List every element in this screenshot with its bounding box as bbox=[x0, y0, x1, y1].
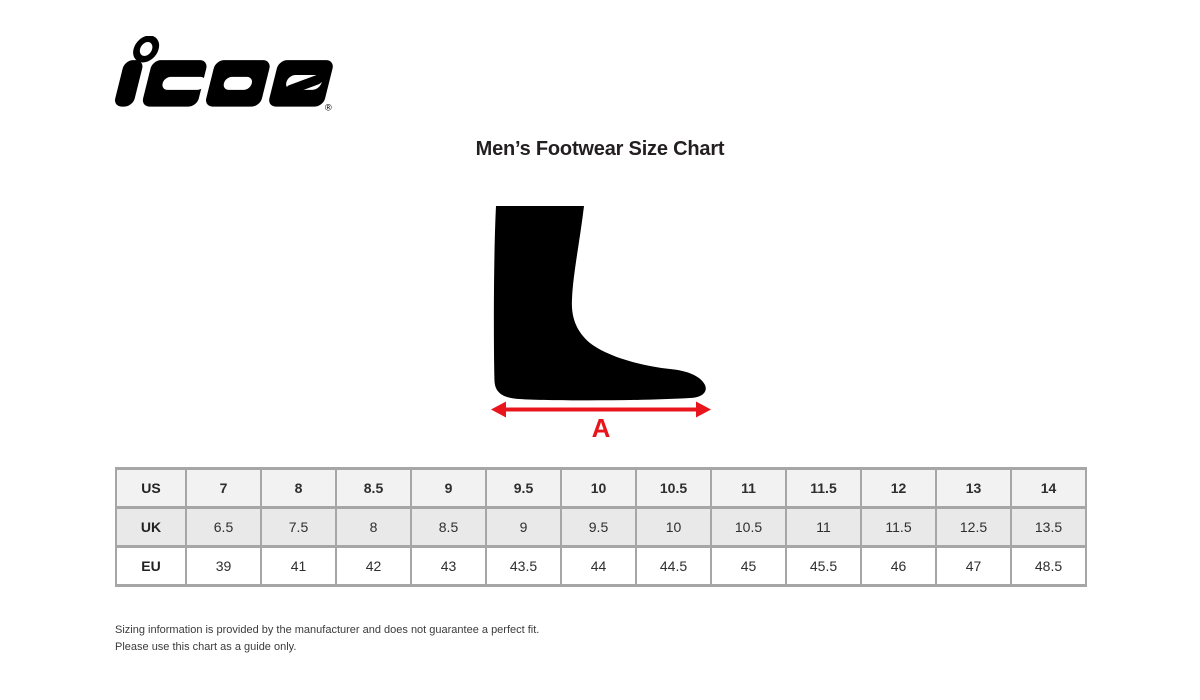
size-cell: 13 bbox=[935, 467, 1012, 509]
size-cell: 12 bbox=[860, 467, 937, 509]
table-row-us: US 7 8 8.5 9 9.5 10 10.5 11 11.5 12 13 14 bbox=[115, 467, 1087, 509]
size-table-body: US 7 8 8.5 9 9.5 10 10.5 11 11.5 12 13 14 UK 6.5 7.5 8 8.… bbox=[115, 467, 1087, 587]
size-cell: 48.5 bbox=[1010, 545, 1087, 587]
size-cell: 45.5 bbox=[785, 545, 862, 587]
size-cell: 11 bbox=[785, 506, 862, 548]
size-cell: 11.5 bbox=[860, 506, 937, 548]
size-cell: 12.5 bbox=[935, 506, 1012, 548]
size-cell: 46 bbox=[860, 545, 937, 587]
size-cell: 13.5 bbox=[1010, 506, 1087, 548]
row-header-us: US bbox=[115, 467, 187, 509]
row-header-eu: EU bbox=[115, 545, 187, 587]
size-cell: 43.5 bbox=[485, 545, 562, 587]
size-table: US 7 8 8.5 9 9.5 10 10.5 11 11.5 12 13 14 UK 6.5 7.5 8 8.… bbox=[115, 467, 1087, 587]
size-cell: 14 bbox=[1010, 467, 1087, 509]
size-cell: 39 bbox=[185, 545, 262, 587]
page-title: Men’s Footwear Size Chart bbox=[475, 138, 725, 160]
icon-logo: ® bbox=[108, 35, 343, 114]
size-cell: 11.5 bbox=[785, 467, 862, 509]
size-cell: 7 bbox=[185, 467, 262, 509]
dimension-a-label: A bbox=[592, 413, 611, 440]
size-cell: 8.5 bbox=[410, 506, 487, 548]
size-cell: 9 bbox=[410, 467, 487, 509]
foot-silhouette bbox=[493, 206, 706, 401]
size-cell: 11 bbox=[710, 467, 787, 509]
size-cell: 8 bbox=[335, 506, 412, 548]
size-cell: 9.5 bbox=[560, 506, 637, 548]
size-cell: 8 bbox=[260, 467, 337, 509]
size-cell: 10 bbox=[560, 467, 637, 509]
size-cell: 10.5 bbox=[635, 467, 712, 509]
foot-measurement-figure: A bbox=[489, 204, 713, 443]
disclaimer-line-1: Sizing information is provided by the ma… bbox=[115, 624, 540, 636]
icon-logo-letters bbox=[115, 35, 333, 107]
size-cell: 9.5 bbox=[485, 467, 562, 509]
row-header-uk: UK bbox=[115, 506, 187, 548]
size-cell: 44 bbox=[560, 545, 637, 587]
size-cell: 43 bbox=[410, 545, 487, 587]
size-cell: 9 bbox=[485, 506, 562, 548]
disclaimer: Sizing information is provided by the ma… bbox=[115, 622, 539, 656]
size-cell: 44.5 bbox=[635, 545, 712, 587]
size-cell: 7.5 bbox=[260, 506, 337, 548]
table-row-uk: UK 6.5 7.5 8 8.5 9 9.5 10 10.5 11 11.5 12.5 13.5 bbox=[115, 506, 1087, 548]
registered-trademark: ® bbox=[325, 102, 332, 112]
length-arrow bbox=[491, 401, 711, 418]
size-cell: 42 bbox=[335, 545, 412, 587]
size-cell: 8.5 bbox=[335, 467, 412, 509]
size-cell: 6.5 bbox=[185, 506, 262, 548]
size-cell: 41 bbox=[260, 545, 337, 587]
size-cell: 47 bbox=[935, 545, 1012, 587]
size-cell: 10.5 bbox=[710, 506, 787, 548]
table-row-eu: EU 39 41 42 43 43.5 44 44.5 45 45.5 46 47 48.5 bbox=[115, 545, 1087, 587]
size-cell: 45 bbox=[710, 545, 787, 587]
disclaimer-line-2: Please use this chart as a guide only. bbox=[115, 641, 297, 653]
size-cell: 10 bbox=[635, 506, 712, 548]
